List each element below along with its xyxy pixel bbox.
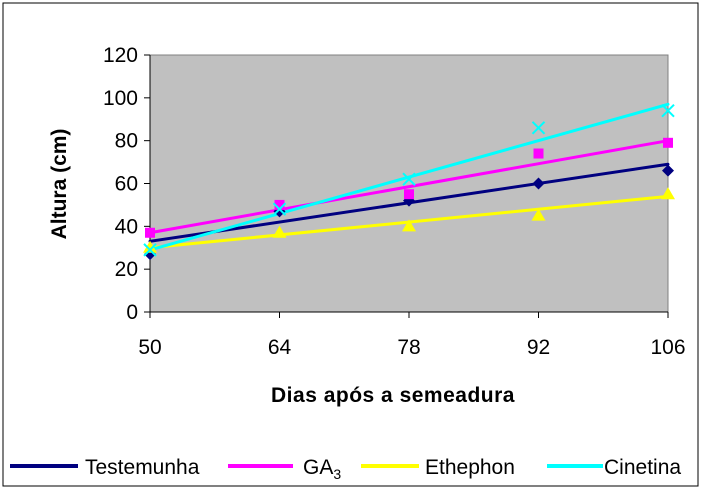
y-axis-label: Altura (cm) (48, 129, 71, 240)
x-tick-label: 106 (650, 336, 685, 359)
marker-cinetina-stroke (531, 121, 546, 135)
y-ticks: 0 20 40 60 80 100 120 (103, 44, 150, 324)
x-ticks: 50 64 78 92 106 (138, 312, 686, 359)
marker-cinetina-stroke (661, 103, 675, 118)
y-tick-label: 0 (126, 301, 138, 324)
y-tick-label: 40 (115, 215, 138, 238)
marker-ga3 (274, 199, 285, 210)
marker-ethephon (272, 225, 287, 238)
y-tick-label: 60 (115, 173, 138, 196)
plot-area (149, 54, 669, 313)
marker-ethephon (661, 187, 675, 200)
trendline-cinetina (148, 102, 670, 252)
marker-cinetina (143, 243, 157, 257)
marker-cinetina-stroke (272, 202, 287, 216)
marker-testemunha (662, 164, 674, 177)
x-tick-label: 78 (397, 336, 420, 359)
marker-ga3 (663, 137, 673, 148)
y-tick-label: 20 (115, 258, 138, 281)
marker-ethephon (531, 208, 546, 221)
marker-testemunha (532, 177, 545, 190)
x-tick-label: 50 (138, 336, 161, 359)
legend: Testemunha GA3 Ethephon Cinetina (10, 456, 681, 482)
marker-cinetina (661, 103, 675, 118)
marker-cinetina (531, 121, 546, 135)
marker-ga3 (533, 148, 544, 159)
legend-label-ethephon: Ethephon (425, 456, 515, 479)
legend-label-base: GA (303, 456, 333, 479)
marker-ethephon (402, 219, 416, 232)
legend-label-testemunha: Testemunha (85, 456, 200, 479)
marker-ga3 (145, 227, 155, 238)
legend-label-cinetina: Cinetina (604, 456, 681, 479)
x-tick-label: 64 (268, 336, 292, 359)
marker-cinetina-stroke (402, 172, 416, 186)
marker-ethephon (143, 240, 157, 253)
y-tick-label: 80 (115, 130, 138, 153)
y-tick-label: 100 (103, 87, 138, 110)
data-markers (143, 103, 675, 261)
x-tick-label: 92 (527, 336, 550, 359)
legend-label-subscript: 3 (333, 466, 341, 482)
legend-label-ga3: GA3 (303, 456, 341, 482)
x-axis-label: Dias após a semeadura (271, 384, 515, 407)
trendline-ga3 (148, 139, 670, 235)
marker-cinetina (402, 172, 416, 186)
marker-cinetina (272, 202, 287, 216)
y-tick-label: 120 (103, 44, 138, 67)
marker-cinetina-stroke (143, 243, 157, 257)
marker-ga3 (404, 189, 414, 200)
